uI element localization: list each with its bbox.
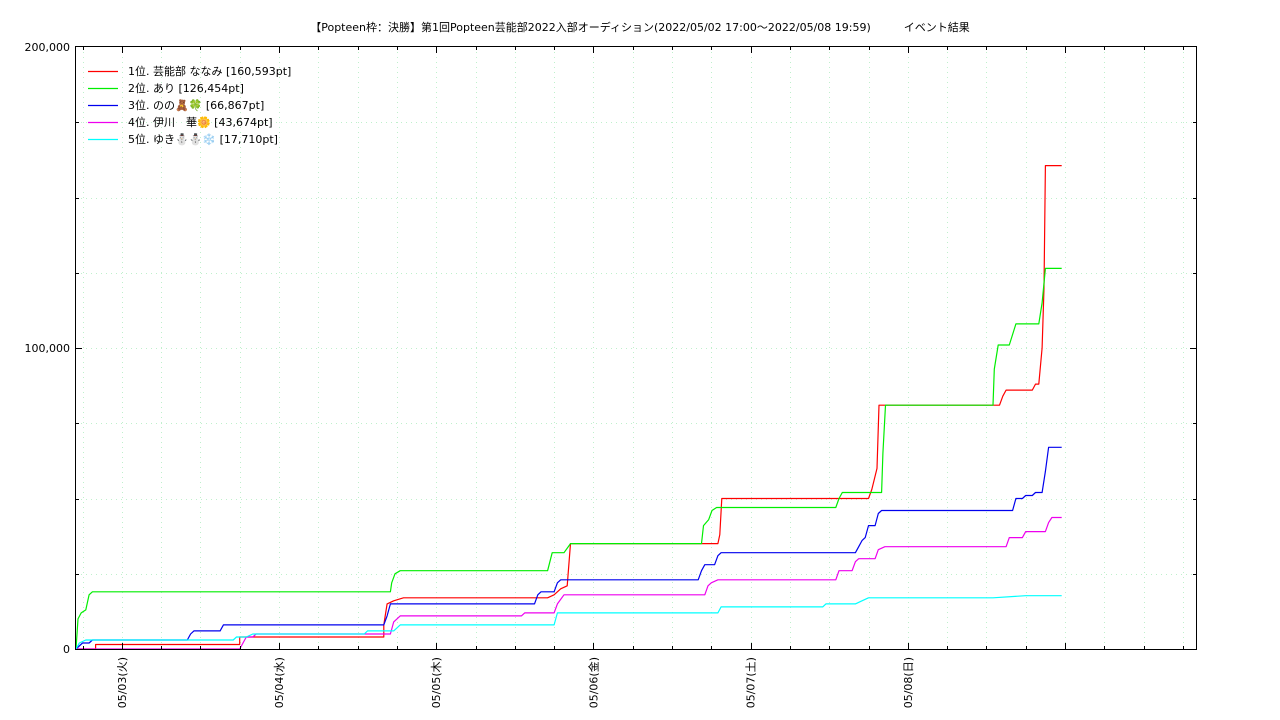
x-tick-label: 05/05(木) — [430, 657, 443, 708]
axis-ticks — [76, 47, 1196, 649]
plot-frame — [75, 46, 1197, 650]
x-tick-label: 05/08(日) — [902, 657, 915, 708]
legend-label-2: 2位. あり [126,454pt] — [128, 81, 244, 95]
y-axis-labels: 0 100,000 200,000 — [25, 41, 71, 656]
x-tick-label: 05/06(金) — [586, 657, 600, 708]
legend: 1位. 芸能部 ななみ [160,593pt] 2位. あり [126,454pt… — [88, 64, 291, 146]
series-line-3 — [75, 446, 1062, 650]
y-tick-label: 0 — [63, 643, 70, 656]
y-tick-label: 200,000 — [25, 41, 71, 54]
series-line-4 — [76, 516, 1062, 650]
series-line-5 — [75, 595, 1062, 650]
legend-label-4: 4位. 伊川 華🌼 [43,674pt] — [128, 115, 273, 129]
x-axis-labels: 05/03(火) 05/04(水) 05/05(木) 05/06(金) 05/07(土)… — [116, 657, 915, 708]
legend-label-1: 1位. 芸能部 ななみ [160,593pt] — [128, 64, 291, 78]
series-line-1 — [76, 165, 1062, 650]
series-lines — [75, 165, 1062, 650]
x-tick-label: 05/04(水) — [273, 657, 286, 708]
series-line-2 — [75, 267, 1062, 650]
grid-lines — [76, 47, 1196, 649]
chart-title: 【Popteen枠：決勝】第1回Popteen芸能部2022入部オーディション(… — [310, 21, 970, 34]
legend-label-5: 5位. ゆき⛄⛄❄️ [17,710pt] — [128, 132, 278, 146]
legend-label-3: 3位. のの🧸🍀 [66,867pt] — [128, 98, 264, 112]
y-tick-label: 100,000 — [25, 342, 71, 355]
x-tick-label: 05/07(土) — [745, 657, 758, 708]
x-tick-label: 05/03(火) — [116, 657, 129, 708]
